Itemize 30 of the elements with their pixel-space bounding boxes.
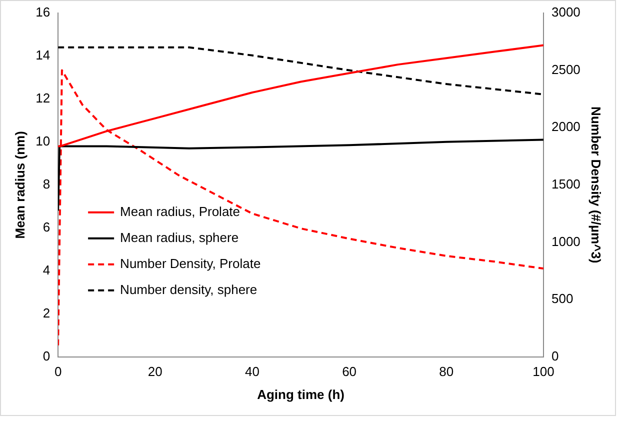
x-tick-label: 60: [342, 364, 357, 380]
y-tick-label: 16: [36, 4, 50, 20]
y2-tick-label: 2500: [551, 62, 580, 77]
y-tick-label: 14: [36, 48, 50, 63]
x-tick-label: 80: [439, 364, 454, 380]
y-tick-label: 6: [42, 219, 50, 234]
x-axis-title: Aging time (h): [257, 386, 344, 402]
y2-axis-title: Number Density (#/µm^3): [588, 106, 604, 264]
legend-label: Mean radius, sphere: [120, 230, 239, 245]
y-tick-label: 0: [42, 348, 50, 364]
x-tick-label: 0: [54, 364, 62, 380]
y-tick-label: 2: [42, 305, 50, 320]
legend-label: Number density, sphere: [120, 282, 258, 297]
line-series: [58, 46, 544, 96]
x-tick-label: 20: [148, 364, 162, 380]
legend-label: Mean radius, Prolate: [120, 204, 240, 219]
y-tick-label: 4: [42, 262, 50, 278]
x-tick-label: 40: [244, 364, 260, 380]
x-tick-label: 100: [532, 364, 554, 380]
y-axis-title: Mean radius (nm): [12, 131, 28, 239]
y-tick-label: 12: [36, 90, 50, 106]
y2-tick-label: 0: [551, 348, 559, 364]
legend-label: Number Density, Prolate: [120, 256, 261, 271]
y-tick-label: 10: [36, 134, 50, 149]
y2-tick-label: 1500: [551, 176, 580, 192]
y2-tick-label: 2000: [551, 119, 580, 134]
y2-tick-label: 500: [551, 291, 574, 306]
y-tick-label: 8: [42, 176, 50, 192]
y2-tick-label: 3000: [551, 4, 580, 20]
y2-tick-label: 1000: [551, 234, 580, 249]
